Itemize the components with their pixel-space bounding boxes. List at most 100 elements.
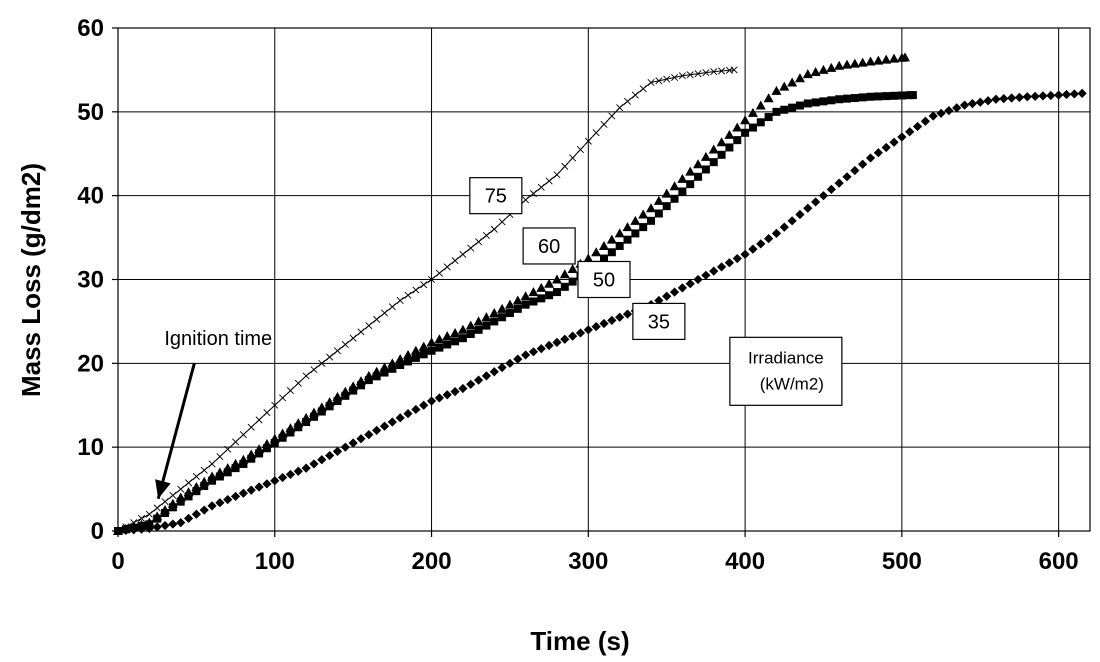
data-point: [850, 94, 859, 103]
data-point: [497, 303, 508, 313]
data-point: [403, 349, 414, 359]
data-point: [740, 249, 750, 259]
data-point: [733, 136, 742, 145]
data-point: [889, 53, 900, 63]
series-label-box: [469, 177, 523, 215]
data-point: [653, 195, 664, 205]
data-point: [318, 359, 326, 367]
data-point: [505, 358, 515, 368]
data-point: [183, 513, 194, 524]
data-point: [764, 113, 773, 122]
data-point: [247, 423, 255, 431]
data-point: [842, 59, 852, 69]
data-point: [677, 283, 687, 293]
data-point: [591, 322, 601, 332]
series-label-50: 50: [593, 270, 615, 292]
data-point: [278, 472, 288, 483]
data-point: [285, 469, 296, 480]
data-point: [732, 122, 743, 132]
data-point: [466, 379, 476, 389]
data-point: [647, 216, 656, 225]
data-point: [693, 274, 703, 285]
data-point: [145, 510, 153, 518]
irradiance-label: Irradiance: [748, 348, 824, 367]
annotations: Ignition time 75 60 50 35 Irradiance (kW/m2): [155, 177, 843, 500]
data-point: [387, 417, 397, 427]
data-point: [638, 209, 649, 219]
series-label-35: 35: [648, 311, 670, 333]
data-point: [161, 498, 169, 506]
data-point: [663, 75, 671, 83]
data-point: [152, 522, 162, 532]
data-point: [858, 93, 867, 102]
data-point: [647, 78, 655, 87]
y-tick-label: 30: [77, 267, 104, 294]
data-point: [529, 297, 538, 306]
data-point: [459, 250, 467, 258]
data-point: [309, 459, 319, 469]
data-point: [286, 428, 295, 437]
data-point: [372, 425, 382, 435]
data-point: [569, 154, 577, 162]
series-label-box: [522, 227, 576, 265]
data-point: [521, 300, 530, 309]
data-point: [231, 464, 240, 473]
data-point: [341, 391, 350, 400]
data-point: [826, 62, 837, 72]
data-point: [379, 421, 390, 431]
data-point: [144, 523, 154, 534]
series-35: [113, 88, 1087, 536]
data-point: [326, 353, 334, 361]
data-point: [622, 309, 633, 319]
data-point: [1022, 92, 1032, 102]
data-point: [395, 354, 406, 364]
data-point: [575, 328, 586, 338]
data-point: [584, 137, 592, 145]
data-point: [271, 401, 279, 409]
x-tick-label: 400: [725, 548, 765, 575]
data-point: [169, 491, 177, 499]
data-point: [451, 257, 459, 265]
data-point: [412, 286, 420, 294]
data-point: [567, 264, 578, 274]
data-point: [121, 525, 131, 535]
data-point: [191, 509, 201, 519]
data-point: [239, 459, 248, 468]
data-point: [889, 137, 899, 147]
data-point: [730, 66, 738, 74]
data-point: [897, 91, 906, 100]
data-point: [600, 254, 608, 263]
data-point: [1077, 88, 1087, 98]
data-point: [153, 514, 162, 523]
data-point: [223, 468, 232, 477]
data-point: [873, 55, 884, 65]
data-point: [434, 334, 445, 344]
data-point: [395, 413, 405, 423]
data-point: [615, 241, 624, 250]
data-point: [317, 455, 327, 465]
data-point: [646, 203, 657, 213]
series-label-60: 60: [538, 236, 560, 258]
data-point: [748, 244, 758, 254]
data-point: [216, 453, 224, 461]
series-label-box: [577, 260, 631, 299]
data-point: [513, 354, 523, 364]
x-tick-label: 100: [255, 548, 295, 575]
data-point: [717, 150, 726, 159]
data-point: [537, 183, 545, 191]
data-point: [473, 316, 484, 326]
data-point: [333, 397, 342, 406]
data-point: [975, 97, 985, 107]
data-point: [755, 100, 766, 110]
data-point: [702, 69, 710, 77]
data-point: [420, 281, 428, 289]
data-point: [357, 328, 365, 336]
data-point: [661, 188, 672, 198]
irradiance-box: [729, 336, 843, 406]
data-point: [725, 143, 734, 152]
data-point: [254, 482, 264, 492]
data-point: [418, 341, 429, 351]
data-point: [1054, 90, 1064, 100]
data-point: [426, 337, 437, 347]
data-point: [365, 322, 373, 330]
